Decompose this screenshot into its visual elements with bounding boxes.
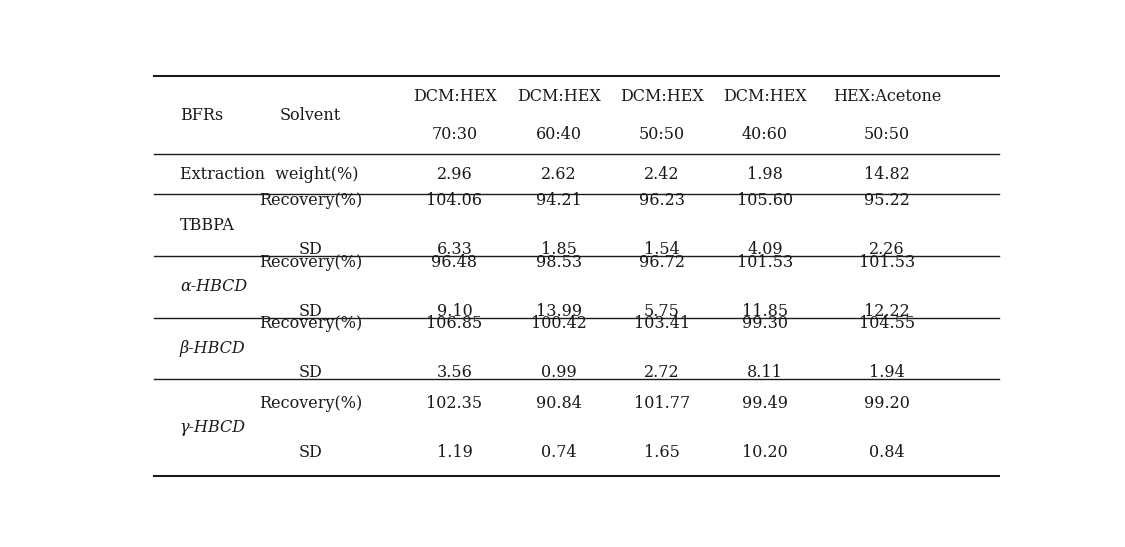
Text: 1.54: 1.54 [645, 241, 680, 258]
Text: 2.42: 2.42 [645, 166, 680, 183]
Text: Recovery(%): Recovery(%) [259, 315, 362, 333]
Text: BFRs: BFRs [180, 107, 223, 124]
Text: 10.20: 10.20 [742, 444, 787, 461]
Text: 70:30: 70:30 [432, 126, 478, 143]
Text: SD: SD [299, 444, 323, 461]
Text: 102.35: 102.35 [426, 395, 483, 412]
Text: 96.72: 96.72 [639, 254, 685, 271]
Text: 4.09: 4.09 [747, 241, 783, 258]
Text: 96.23: 96.23 [639, 192, 685, 209]
Text: TBBPA: TBBPA [180, 217, 235, 234]
Text: 50:50: 50:50 [639, 126, 685, 143]
Text: 100.42: 100.42 [531, 315, 587, 333]
Text: 99.30: 99.30 [741, 315, 787, 333]
Text: 0.74: 0.74 [541, 444, 577, 461]
Text: α-HBCD: α-HBCD [180, 278, 248, 295]
Text: 1.65: 1.65 [645, 444, 680, 461]
Text: 90.84: 90.84 [537, 395, 582, 412]
Text: 98.53: 98.53 [537, 254, 583, 271]
Text: DCM:HEX: DCM:HEX [518, 88, 601, 104]
Text: 9.10: 9.10 [436, 302, 472, 319]
Text: 0.84: 0.84 [870, 444, 904, 461]
Text: 2.96: 2.96 [436, 166, 472, 183]
Text: 99.20: 99.20 [864, 395, 910, 412]
Text: 5.75: 5.75 [645, 302, 680, 319]
Text: 2.72: 2.72 [645, 364, 680, 381]
Text: 106.85: 106.85 [426, 315, 483, 333]
Text: 94.21: 94.21 [537, 192, 582, 209]
Text: 3.56: 3.56 [436, 364, 472, 381]
Text: 11.85: 11.85 [741, 302, 787, 319]
Text: 50:50: 50:50 [864, 126, 910, 143]
Text: 12.22: 12.22 [864, 302, 910, 319]
Text: 2.26: 2.26 [870, 241, 904, 258]
Text: DCM:HEX: DCM:HEX [413, 88, 496, 104]
Text: 95.22: 95.22 [864, 192, 910, 209]
Text: 14.82: 14.82 [864, 166, 910, 183]
Text: 1.98: 1.98 [747, 166, 783, 183]
Text: 101.53: 101.53 [858, 254, 915, 271]
Text: Extraction  weight(%): Extraction weight(%) [180, 166, 359, 183]
Text: 1.94: 1.94 [870, 364, 904, 381]
Text: 2.62: 2.62 [541, 166, 577, 183]
Text: DCM:HEX: DCM:HEX [723, 88, 807, 104]
Text: Recovery(%): Recovery(%) [259, 192, 362, 209]
Text: 104.55: 104.55 [858, 315, 915, 333]
Text: 60:40: 60:40 [537, 126, 582, 143]
Text: 13.99: 13.99 [537, 302, 583, 319]
Text: Recovery(%): Recovery(%) [259, 395, 362, 412]
Text: 1.19: 1.19 [436, 444, 472, 461]
Text: 40:60: 40:60 [741, 126, 787, 143]
Text: SD: SD [299, 364, 323, 381]
Text: 105.60: 105.60 [737, 192, 793, 209]
Text: 99.49: 99.49 [741, 395, 787, 412]
Text: SD: SD [299, 302, 323, 319]
Text: 104.06: 104.06 [426, 192, 483, 209]
Text: 101.53: 101.53 [737, 254, 793, 271]
Text: 101.77: 101.77 [633, 395, 690, 412]
Text: 0.99: 0.99 [541, 364, 577, 381]
Text: Solvent: Solvent [280, 107, 341, 124]
Text: 103.41: 103.41 [634, 315, 690, 333]
Text: HEX:Acetone: HEX:Acetone [832, 88, 942, 104]
Text: SD: SD [299, 241, 323, 258]
Text: Recovery(%): Recovery(%) [259, 254, 362, 271]
Text: 8.11: 8.11 [747, 364, 783, 381]
Text: 96.48: 96.48 [432, 254, 477, 271]
Text: DCM:HEX: DCM:HEX [620, 88, 704, 104]
Text: 6.33: 6.33 [436, 241, 472, 258]
Text: γ-HBCD: γ-HBCD [180, 419, 246, 436]
Text: 1.85: 1.85 [541, 241, 577, 258]
Text: β-HBCD: β-HBCD [180, 340, 245, 357]
